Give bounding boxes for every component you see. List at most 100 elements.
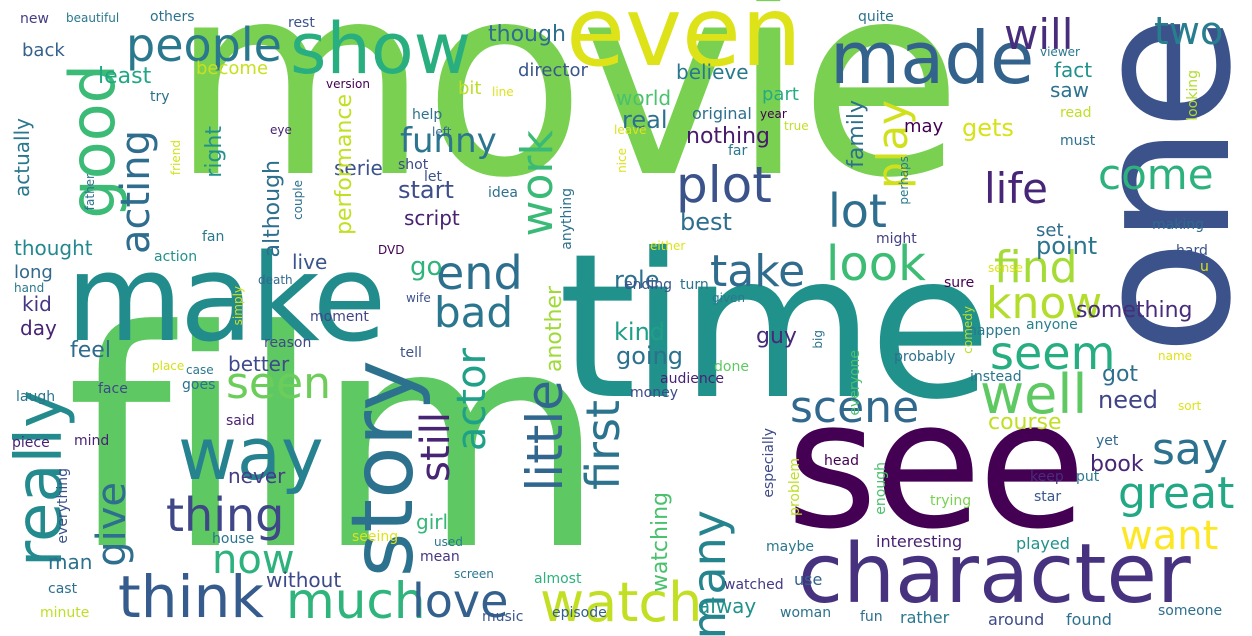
- word-love: love: [412, 574, 509, 628]
- word-look: look: [826, 236, 926, 292]
- word-end: end: [436, 246, 523, 300]
- word-around: around: [988, 610, 1045, 629]
- word-friend: friend: [169, 140, 183, 176]
- word-hand: hand: [14, 281, 45, 295]
- word-perhaps: perhaps: [897, 156, 911, 205]
- word-maybe: maybe: [766, 539, 815, 555]
- word-great: great: [1118, 468, 1235, 519]
- word-mind: mind: [74, 433, 110, 449]
- word-put: put: [1076, 469, 1100, 485]
- word-episode: episode: [552, 605, 607, 621]
- word-character: character: [798, 527, 1191, 622]
- word-goes: goes: [182, 377, 216, 393]
- word-ending: ending: [624, 277, 673, 293]
- word-laugh: laugh: [16, 389, 56, 405]
- word-probably: probably: [894, 349, 956, 365]
- word-time: time: [558, 211, 992, 444]
- word-reason: reason: [264, 335, 312, 351]
- word-best: best: [680, 208, 732, 236]
- word-back: back: [22, 40, 65, 61]
- word-done: done: [714, 359, 749, 375]
- word-house: house: [212, 531, 255, 547]
- word-might: might: [876, 231, 917, 247]
- word-lot: lot: [828, 184, 887, 238]
- word-looking: looking: [1185, 70, 1201, 121]
- word-will: will: [1004, 10, 1074, 59]
- word-new: new: [20, 11, 49, 27]
- word-made: made: [830, 16, 1035, 100]
- word-without: without: [266, 568, 342, 592]
- word-family: family: [844, 100, 869, 168]
- word-u: u: [1200, 259, 1209, 275]
- word-thing: thing: [166, 488, 285, 542]
- word-much: much: [286, 572, 426, 630]
- word-must: must: [1060, 133, 1096, 149]
- word-said: said: [226, 413, 255, 429]
- word-anything: anything: [559, 188, 575, 250]
- word-scene: scene: [790, 382, 920, 433]
- word-life: life: [984, 164, 1048, 213]
- word-going: going: [616, 342, 684, 370]
- word-rather: rather: [900, 608, 950, 627]
- word-DVD: DVD: [378, 243, 405, 257]
- word-yet: yet: [1096, 433, 1119, 449]
- word-first: first: [576, 400, 630, 490]
- word-seem: seem: [990, 326, 1116, 380]
- word-mean: mean: [420, 549, 460, 565]
- word-name: name: [1158, 349, 1193, 363]
- word-take: take: [710, 246, 806, 297]
- word-feel: feel: [70, 338, 111, 363]
- word-guy: guy: [756, 324, 797, 349]
- word-line: line: [492, 85, 514, 99]
- word-comedy: comedy: [961, 306, 975, 354]
- word-day: day: [20, 316, 57, 340]
- word-make: make: [66, 230, 386, 369]
- word-go: go: [410, 252, 443, 282]
- word-director: director: [518, 60, 588, 81]
- word-even: even: [566, 0, 802, 88]
- word-couple: couple: [291, 180, 305, 220]
- word-trying: trying: [930, 493, 972, 509]
- word-anyone: anyone: [1026, 317, 1078, 333]
- word-kind: kind: [614, 318, 666, 346]
- word-see: see: [786, 363, 1086, 568]
- word-making: making: [1152, 217, 1204, 233]
- word-moment: moment: [310, 309, 369, 325]
- word-seen: seen: [226, 358, 331, 409]
- word-watch: watch: [540, 571, 703, 634]
- word-never: never: [228, 464, 286, 488]
- word-hard: hard: [1176, 243, 1208, 259]
- word-set: set: [1036, 220, 1064, 241]
- word-funny: funny: [400, 121, 497, 161]
- word-become: become: [196, 58, 269, 79]
- word-problem: problem: [787, 458, 803, 516]
- word-right: right: [202, 126, 227, 178]
- word-viewer: viewer: [1040, 45, 1080, 59]
- word-shot: shot: [398, 157, 429, 173]
- word-true: true: [784, 119, 809, 133]
- word-enough: enough: [873, 462, 889, 515]
- word-another: another: [542, 286, 567, 373]
- word-bit: bit: [458, 78, 482, 99]
- word-piece: piece: [12, 435, 50, 451]
- word-got: got: [1102, 362, 1139, 387]
- word-live: live: [292, 250, 328, 274]
- word-especially: especially: [761, 428, 777, 498]
- word-little: little: [516, 380, 574, 492]
- word-performance: performance: [332, 94, 357, 235]
- word-case: case: [186, 363, 214, 377]
- word-idea: idea: [488, 185, 518, 201]
- word-big: big: [811, 330, 825, 349]
- word-although: although: [260, 160, 285, 258]
- word-way: way: [178, 412, 324, 496]
- word-find: find: [994, 242, 1078, 293]
- word-well: well: [980, 363, 1088, 426]
- word-turn: turn: [680, 277, 709, 293]
- word-death: death: [258, 273, 293, 287]
- word-audience: audience: [660, 371, 725, 387]
- word-two: two: [1154, 9, 1224, 53]
- word-girl: girl: [416, 510, 449, 534]
- word-think: think: [118, 563, 264, 631]
- word-place: place: [152, 359, 185, 373]
